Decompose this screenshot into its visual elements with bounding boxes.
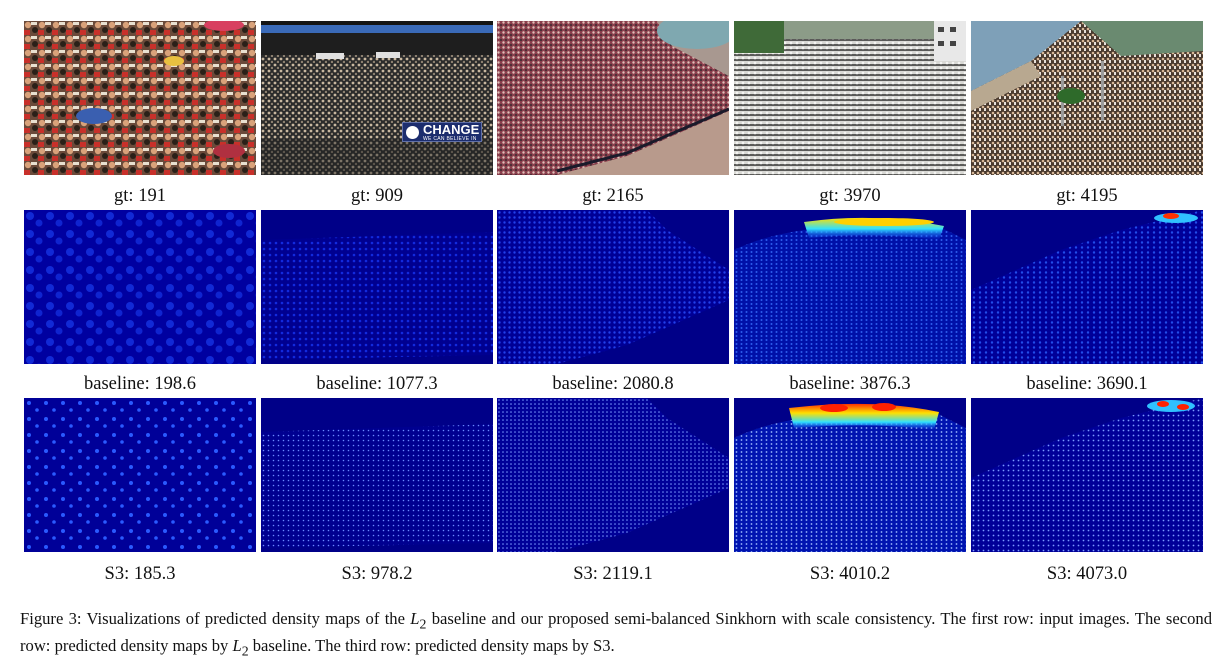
density-map <box>497 398 729 552</box>
density-map <box>24 398 256 552</box>
baseline-density-map-3 <box>497 210 729 364</box>
caption-math-sub-2: 2 <box>241 643 249 659</box>
row3-label-2: S3: 978.2 <box>341 564 413 584</box>
density-map <box>497 210 729 364</box>
figure-caption: Figure 3: Visualizations of predicted de… <box>20 608 1212 663</box>
row3-label-1: S3: 185.3 <box>104 564 176 584</box>
row1-label-1: gt: 191 <box>114 186 166 206</box>
caption-middle: baseline and our proposed semi-balanced … <box>20 609 1212 656</box>
crowd-photo-3 <box>497 21 729 175</box>
density-map <box>261 210 493 364</box>
input-image-2: CHANGE WE CAN BELIEVE IN <box>261 21 493 175</box>
row2-label-3: baseline: 2080.8 <box>552 374 674 394</box>
row3-label-3: S3: 2119.1 <box>573 564 653 584</box>
row2-label-5: baseline: 3690.1 <box>1026 374 1148 394</box>
baseline-density-map-5 <box>971 210 1203 364</box>
density-map <box>971 398 1203 552</box>
crowd-photo-2 <box>261 21 493 175</box>
density-map <box>261 398 493 552</box>
input-image-3 <box>497 21 729 175</box>
caption-prefix: Figure 3: Visualizations of predicted de… <box>20 609 411 628</box>
caption-math-sub: 2 <box>419 616 427 632</box>
crowd-photo-5 <box>971 21 1203 175</box>
s3-density-map-2 <box>261 398 493 552</box>
density-map <box>734 398 966 552</box>
s3-density-map-3 <box>497 398 729 552</box>
obama-logo-icon <box>406 126 419 139</box>
input-image-5 <box>971 21 1203 175</box>
caption-math-l-2: L <box>232 636 242 656</box>
row1-label-5: gt: 4195 <box>1056 186 1118 206</box>
input-image-1 <box>24 21 256 175</box>
banner-subtitle: WE CAN BELIEVE IN <box>423 136 477 142</box>
row1-label-3: gt: 2165 <box>582 186 644 206</box>
change-banner: CHANGE WE CAN BELIEVE IN <box>402 122 482 142</box>
caption-suffix: baseline. The third row: predicted densi… <box>248 636 615 656</box>
density-map <box>734 210 966 364</box>
crowd-photo-4 <box>734 21 966 175</box>
baseline-density-map-2 <box>261 210 493 364</box>
row1-label-4: gt: 3970 <box>819 186 881 206</box>
row2-label-1: baseline: 198.6 <box>83 374 196 394</box>
density-map <box>24 210 256 364</box>
row3-label-5: S3: 4073.0 <box>1046 564 1128 584</box>
row3-label-4: S3: 4010.2 <box>809 564 891 584</box>
row1-label-2: gt: 909 <box>351 186 403 206</box>
crowd-photo-1 <box>24 21 256 175</box>
row2-label-4: baseline: 3876.3 <box>789 374 911 394</box>
banner-title: CHANGE <box>423 122 480 137</box>
input-image-4 <box>734 21 966 175</box>
baseline-density-map-1 <box>24 210 256 364</box>
baseline-density-map-4 <box>734 210 966 364</box>
row2-label-2: baseline: 1077.3 <box>316 374 438 394</box>
s3-density-map-4 <box>734 398 966 552</box>
density-map <box>971 210 1203 364</box>
caption-math-l: L <box>410 609 420 628</box>
s3-density-map-1 <box>24 398 256 552</box>
s3-density-map-5 <box>971 398 1203 552</box>
